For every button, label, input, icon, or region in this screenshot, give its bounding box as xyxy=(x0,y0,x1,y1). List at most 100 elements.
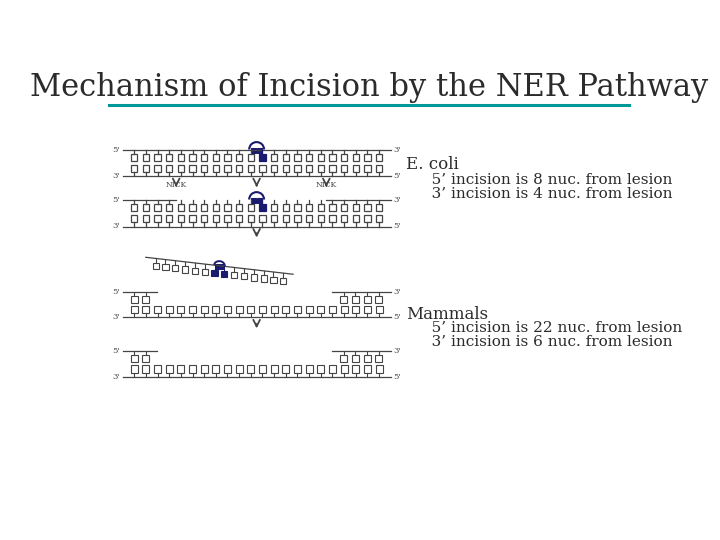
Bar xyxy=(257,148,262,153)
Bar xyxy=(178,154,184,161)
Text: 5': 5' xyxy=(112,347,120,355)
Bar xyxy=(177,366,184,373)
Bar xyxy=(306,204,312,211)
Bar xyxy=(341,214,347,222)
Text: 3’ incision is 6 nuc. from lesion: 3’ incision is 6 nuc. from lesion xyxy=(417,335,672,349)
Bar xyxy=(306,214,312,222)
Bar xyxy=(352,355,359,362)
Text: 3': 3' xyxy=(112,222,120,231)
Bar xyxy=(318,366,324,373)
Bar xyxy=(329,165,336,172)
Bar xyxy=(236,154,243,161)
Bar xyxy=(353,204,359,211)
Bar xyxy=(166,366,173,373)
Bar xyxy=(189,204,196,211)
Text: 5': 5' xyxy=(112,145,120,153)
Bar xyxy=(376,306,382,313)
Text: 3': 3' xyxy=(393,145,401,153)
Bar xyxy=(235,366,243,373)
Bar xyxy=(201,366,207,373)
Bar xyxy=(248,214,254,222)
Bar xyxy=(352,296,359,303)
Bar xyxy=(131,204,138,211)
Bar xyxy=(236,214,243,222)
Bar xyxy=(212,366,220,373)
Bar xyxy=(231,272,238,278)
Bar xyxy=(294,204,301,211)
Bar xyxy=(154,366,161,373)
Bar xyxy=(235,306,243,313)
Bar xyxy=(271,214,277,222)
Bar xyxy=(248,204,254,211)
Bar xyxy=(329,154,336,161)
Bar xyxy=(318,204,324,211)
Bar xyxy=(282,154,289,161)
Bar xyxy=(318,154,324,161)
Bar xyxy=(376,214,382,222)
Bar xyxy=(224,214,230,222)
Bar xyxy=(352,306,359,313)
Bar xyxy=(143,306,149,313)
Bar xyxy=(282,204,289,211)
Text: 5’ incision is 22 nuc. from lesion: 5’ incision is 22 nuc. from lesion xyxy=(417,321,683,335)
Bar xyxy=(224,366,231,373)
Bar xyxy=(364,306,371,313)
Text: 5’ incision is 8 nuc. from lesion: 5’ incision is 8 nuc. from lesion xyxy=(417,173,672,187)
Bar xyxy=(154,165,161,172)
Text: 3': 3' xyxy=(393,347,401,355)
Bar xyxy=(178,214,184,222)
Bar xyxy=(352,366,359,373)
Bar xyxy=(166,306,173,313)
Bar xyxy=(215,264,220,269)
Text: NICK: NICK xyxy=(166,181,186,189)
Bar xyxy=(306,154,312,161)
Bar xyxy=(131,355,138,362)
Bar xyxy=(192,267,198,274)
Bar xyxy=(201,214,207,222)
Bar xyxy=(189,165,196,172)
Bar xyxy=(131,214,138,222)
Bar xyxy=(282,165,289,172)
Text: 5': 5' xyxy=(393,172,401,180)
Bar xyxy=(294,306,301,313)
Bar xyxy=(224,306,231,313)
Text: 5': 5' xyxy=(393,373,401,381)
Bar xyxy=(364,165,371,172)
Bar xyxy=(305,366,312,373)
Bar xyxy=(271,165,277,172)
Bar xyxy=(306,165,312,172)
Bar xyxy=(189,154,196,161)
Bar xyxy=(318,306,324,313)
Bar xyxy=(247,306,254,313)
Bar xyxy=(251,274,257,280)
Bar xyxy=(143,154,149,161)
Bar xyxy=(189,306,196,313)
Bar xyxy=(177,306,184,313)
Bar xyxy=(340,296,347,303)
Bar xyxy=(318,214,324,222)
Bar xyxy=(341,204,347,211)
Text: 5': 5' xyxy=(112,195,120,204)
Bar xyxy=(318,165,324,172)
Bar xyxy=(364,214,371,222)
Bar xyxy=(143,355,149,362)
Bar xyxy=(294,366,301,373)
Bar xyxy=(341,154,347,161)
Bar xyxy=(131,306,138,313)
Bar xyxy=(282,366,289,373)
Bar xyxy=(376,366,382,373)
Bar xyxy=(364,355,371,362)
Bar xyxy=(154,214,161,222)
Bar xyxy=(201,306,207,313)
Bar xyxy=(143,214,149,222)
Bar xyxy=(236,204,243,211)
Bar xyxy=(241,273,247,279)
Bar xyxy=(143,165,149,172)
Text: 3': 3' xyxy=(393,288,401,296)
Bar xyxy=(201,204,207,211)
Bar xyxy=(341,366,348,373)
Bar xyxy=(224,165,230,172)
Text: E. coli: E. coli xyxy=(406,157,459,173)
Bar xyxy=(364,154,371,161)
Bar xyxy=(329,306,336,313)
